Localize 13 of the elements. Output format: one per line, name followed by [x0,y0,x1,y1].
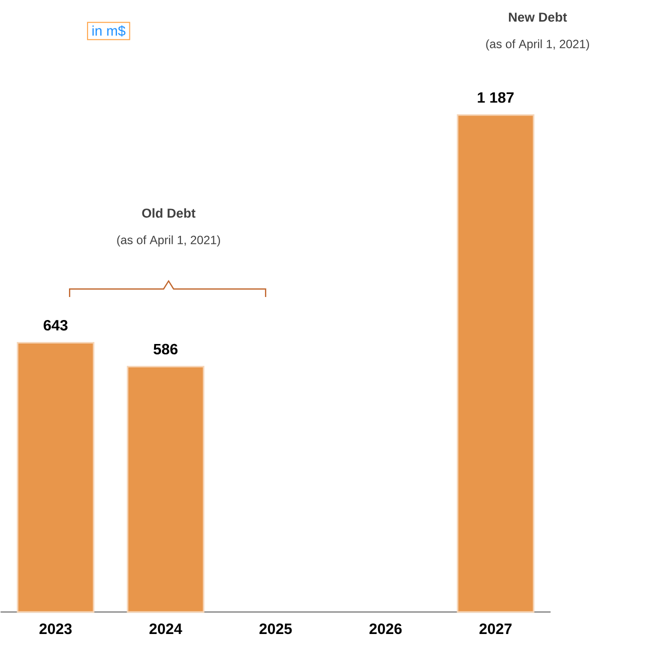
x-tick-label: 2027 [480,624,512,634]
data-label: 586 [154,344,178,354]
x-tick-label: 2023 [40,624,72,634]
text: in m$ [92,25,126,37]
annotation: Old Debt [142,208,196,218]
x-tick-label: 2025 [260,624,292,634]
annotation: (as of April 1, 2021) [117,235,220,247]
text: (as of April 1, 2021) [486,39,590,51]
data-label: 643 [44,320,68,331]
x-tick-label: 2024 [150,624,182,634]
text: New Debt [509,12,568,22]
data-label: 1 187 [478,92,514,103]
x-tick-label: 2026 [370,624,402,634]
